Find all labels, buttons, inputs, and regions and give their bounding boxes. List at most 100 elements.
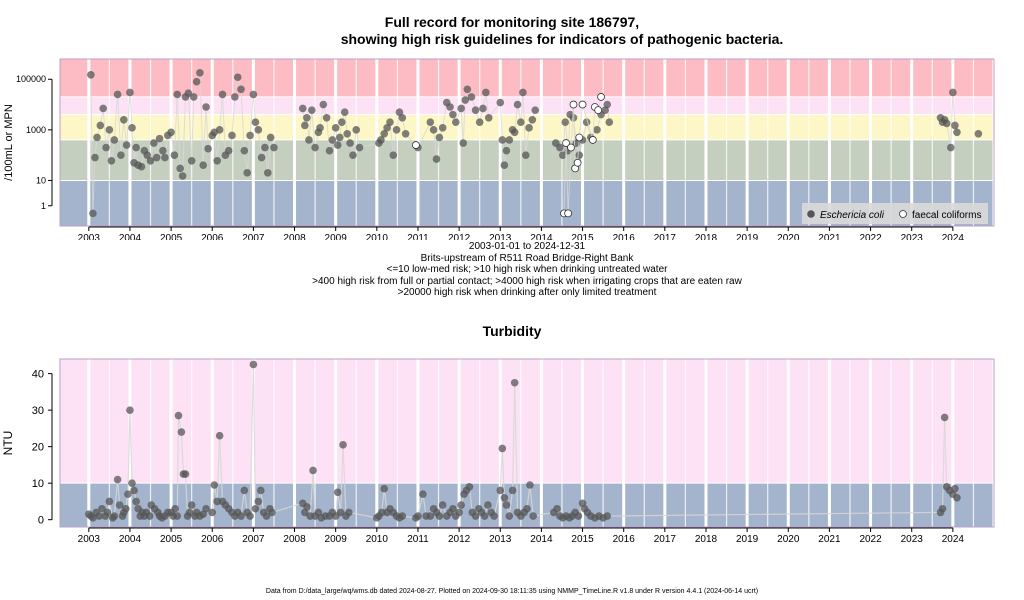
x-tick-label: 2010 [366, 534, 389, 545]
ecoli-point [196, 68, 204, 77]
ecoli-point [605, 118, 614, 127]
ecoli-point [343, 129, 351, 138]
turbidity-point [89, 514, 97, 522]
ecoli-point [218, 90, 227, 99]
x-tick-label: 2011 [407, 233, 429, 240]
y-axis-label: /100mL or MPN [3, 104, 15, 181]
turbidity-point [128, 479, 136, 487]
ecoli-point [461, 96, 470, 104]
x-tick-label: 2021 [818, 233, 841, 240]
turbidity-point [449, 504, 457, 513]
turbidity-point [173, 512, 182, 520]
series-connector [511, 382, 516, 491]
ecoli-point [500, 161, 509, 170]
turbidity-point [268, 508, 276, 517]
ecoli-point [231, 93, 239, 101]
ecoli-point [161, 153, 169, 162]
series-connector [312, 470, 316, 517]
turbidity-point [574, 512, 583, 520]
ecoli-point [243, 169, 252, 177]
ecoli-point [510, 128, 519, 137]
ecoli-point [335, 133, 344, 142]
turbidity-point [380, 484, 389, 493]
turbidity-high-band [60, 359, 994, 484]
series-connector [246, 135, 251, 173]
x-tick-label: 2020 [777, 233, 800, 240]
x-tick-label: 2020 [777, 534, 800, 545]
series-connector [216, 435, 221, 502]
ecoli-point [446, 103, 454, 111]
turbidity-point [951, 484, 959, 493]
ecoli-point [479, 104, 487, 113]
ecoli-point [951, 121, 959, 130]
series-connector [219, 94, 224, 130]
series-connector [592, 106, 596, 140]
footer-note: Data from D:/data_large/wq/wms.db dated … [265, 588, 759, 595]
series-connector [182, 96, 186, 177]
series-connector [607, 511, 941, 517]
series-connector [340, 444, 344, 513]
turbidity-point [262, 512, 271, 520]
turbidity-point [526, 481, 534, 489]
turbidity-point [377, 508, 386, 517]
chart-caption: 2003-01-01 to 2024-12-31 Brits-upstream … [60, 241, 994, 299]
series-connector [90, 74, 94, 214]
ecoli-point [305, 136, 313, 144]
ecoli-point [974, 129, 983, 138]
ecoli-point [110, 136, 119, 144]
faecal-point [575, 133, 584, 142]
series-connector [565, 143, 569, 214]
turbidity-point [333, 488, 342, 497]
ecoli-point [401, 129, 410, 138]
turbidity-point [171, 504, 180, 513]
series-connector [271, 502, 303, 513]
ecoli-point [152, 153, 161, 162]
ecoli-point [482, 88, 490, 97]
risk-band [60, 96, 994, 115]
x-tick-label: 2015 [571, 534, 594, 545]
y-tick-label: 30 [32, 405, 44, 417]
x-tick-label: 2024 [942, 233, 965, 240]
bacteria-chart: 1 10 1000 100000/100mL or MPN 2003 2004 2005 20… [3, 58, 996, 240]
ecoli-point [429, 126, 438, 134]
series-connector [264, 147, 269, 173]
turbidity-point [938, 504, 947, 513]
ecoli-point [132, 143, 140, 152]
x-tick-label: 2017 [654, 233, 677, 240]
ecoli-point [143, 151, 152, 159]
turbidity-point [496, 486, 505, 495]
turbidity-point [940, 413, 949, 422]
series-connector [460, 108, 464, 144]
series-connector [529, 484, 534, 517]
plot-frame [59, 358, 995, 528]
turbidity-point [500, 493, 509, 502]
series-connector [514, 382, 519, 513]
series-connector [442, 102, 448, 128]
legend-ecoli-marker [807, 210, 815, 218]
x-tick-label: 2022 [859, 233, 882, 240]
series-connector [92, 157, 96, 214]
x-tick-label: 2014 [530, 233, 553, 240]
series-connector [342, 444, 347, 517]
series-connector [499, 448, 503, 491]
y-tick-label: 1000 [26, 125, 46, 135]
ecoli-point [392, 126, 401, 134]
ecoli-point [91, 153, 99, 162]
ecoli-point [298, 104, 307, 113]
x-tick-label: 2007 [242, 233, 265, 240]
turbidity-point [98, 504, 106, 513]
ecoli-point [99, 104, 108, 113]
ecoli-point [96, 121, 105, 130]
ecoli-point [325, 146, 334, 155]
x-tick-label: 2011 [407, 534, 429, 545]
series-connector [348, 511, 377, 519]
series-connector [117, 94, 122, 156]
ecoli-point [187, 156, 196, 165]
ecoli-point [102, 143, 110, 152]
turbidity-point [336, 508, 345, 517]
turbidity-point [103, 508, 112, 517]
x-tick-label: 2004 [119, 233, 142, 240]
turbidity-point [105, 497, 114, 506]
ecoli-point [471, 106, 480, 114]
turbidity-point [95, 512, 103, 520]
